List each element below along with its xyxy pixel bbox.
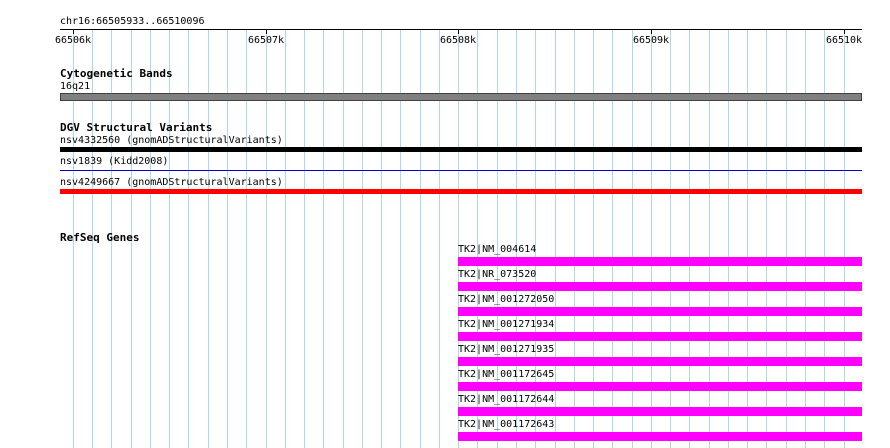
gene-feature[interactable] [458,407,862,416]
tick-mark [73,29,74,34]
gene-feature[interactable] [458,257,862,266]
variant-feature[interactable] [60,189,862,194]
gene-label: TK2|NM_004614 [458,244,537,255]
gene-feature[interactable] [458,357,862,366]
tick-mark [844,29,845,34]
tick-mark [266,29,267,34]
track-title: Cytogenetic Bands [60,67,173,80]
gene-label: TK2|NM_001271934 [458,319,555,330]
cytoband-bar[interactable] [60,93,862,101]
track-title: DGV Structural Variants [60,121,213,134]
gene-label: TK2|NR_073520 [458,269,537,280]
location-label: chr16:66505933..66510096 [60,16,205,27]
gene-feature[interactable] [458,307,862,316]
gene-label: TK2|NM_001172645 [458,369,555,380]
gene-feature[interactable] [458,432,862,441]
tick-label: 66508k [439,35,477,46]
tick-label: 66506k [54,35,92,46]
gene-label: TK2|NM_001272050 [458,294,555,305]
variant-label: nsv1839 (Kidd2008) [60,156,169,167]
tick-label: 66510k [825,35,863,46]
band-label: 16q21 [60,81,91,92]
gene-feature[interactable] [458,282,862,291]
track-title: RefSeq Genes [60,231,140,244]
gene-label: TK2|NM_001172643 [458,419,555,430]
tick-label: 66507k [247,35,285,46]
variant-label: nsv4332560 (gnomADStructuralVariants) [60,135,283,146]
tick-label: 66509k [632,35,670,46]
tick-mark [458,29,459,34]
gene-feature[interactable] [458,382,862,391]
gene-label: TK2|NM_001271935 [458,344,555,355]
gene-feature[interactable] [458,332,862,341]
variant-label: nsv4249667 (gnomADStructuralVariants) [60,177,283,188]
ruler-line [60,29,862,30]
variant-feature[interactable] [60,147,862,152]
tick-mark [651,29,652,34]
variant-feature[interactable] [60,170,862,171]
gene-label: TK2|NM_001172644 [458,394,555,405]
